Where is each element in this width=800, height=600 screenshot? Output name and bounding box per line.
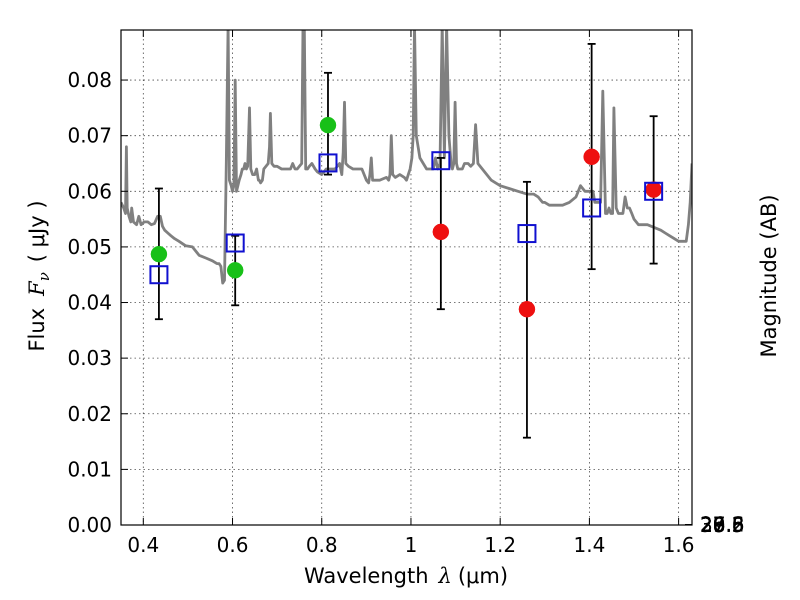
y2-axis-title: Magnitude (AB) xyxy=(757,194,781,357)
y2-tick-label: 28 xyxy=(700,513,725,537)
error-bars xyxy=(154,43,658,439)
model-square-marker xyxy=(644,181,664,201)
y-tick-label: 0.05 xyxy=(67,235,112,259)
red-data-point xyxy=(645,181,662,198)
sed-model-line xyxy=(121,30,692,285)
x-tick-label: 1.2 xyxy=(484,533,516,557)
green-data-point xyxy=(150,245,168,263)
gridlines xyxy=(121,30,692,525)
x-tick-label: 0.6 xyxy=(217,533,249,557)
green-data-point xyxy=(319,116,337,134)
y2-tick-label: 29 xyxy=(700,513,725,537)
x-axis-title: Wavelength λ (μm) xyxy=(304,564,508,588)
axis-ticks xyxy=(121,30,692,526)
sed-model-layer xyxy=(121,30,692,285)
model-square-marker xyxy=(517,224,537,244)
model-square-marker xyxy=(582,198,602,218)
y-tick-label: 0.07 xyxy=(67,124,112,148)
plot-area xyxy=(121,30,692,439)
y2-tick-label: 26.8 xyxy=(700,513,745,537)
model-square-marker xyxy=(318,153,338,173)
y2-tick-label: 27.5 xyxy=(700,513,745,537)
y-tick-label: 0.03 xyxy=(67,346,112,370)
y-tick-label: 0.01 xyxy=(67,457,112,481)
y-tick-labels: 0.00 0.01 0.02 0.03 0.04 0.05 0.06 0.07 0.08 xyxy=(67,68,112,537)
green-data-point xyxy=(226,262,244,279)
model-square-marker xyxy=(149,265,169,285)
y2-tick-label: 28.5 xyxy=(700,513,745,537)
red-data-point xyxy=(583,148,600,166)
y2-tick-label: 30 xyxy=(700,513,725,537)
model-square-marker xyxy=(225,233,245,253)
red-data-point xyxy=(518,300,536,318)
x-tick-label: 1.4 xyxy=(573,533,605,557)
x-tick-label: 1.6 xyxy=(663,533,695,557)
y2-tick-label: 27.2 xyxy=(700,513,745,537)
data-markers xyxy=(149,116,664,318)
x-tick-label: 1 xyxy=(405,533,418,557)
y-tick-label: 0.08 xyxy=(67,68,112,92)
x-tick-labels: 0.4 0.6 0.8 1 1.2 1.4 1.6 xyxy=(127,533,694,557)
red-data-point xyxy=(432,223,450,241)
y-tick-label: 0.06 xyxy=(67,179,112,203)
y2-tick-label: 27 xyxy=(700,513,725,537)
y2-tick-label: 26.6 xyxy=(700,513,745,537)
y-tick-label: 0.02 xyxy=(67,402,112,426)
x-tick-label: 0.4 xyxy=(127,533,159,557)
y-tick-label: 0.04 xyxy=(67,291,112,315)
y-axis-title: FluxFν( μJy ) xyxy=(25,200,53,351)
model-square-marker xyxy=(431,151,451,171)
plot-frame xyxy=(120,29,693,526)
y-tick-label: 0.00 xyxy=(67,513,112,537)
x-tick-label: 0.8 xyxy=(306,533,338,557)
